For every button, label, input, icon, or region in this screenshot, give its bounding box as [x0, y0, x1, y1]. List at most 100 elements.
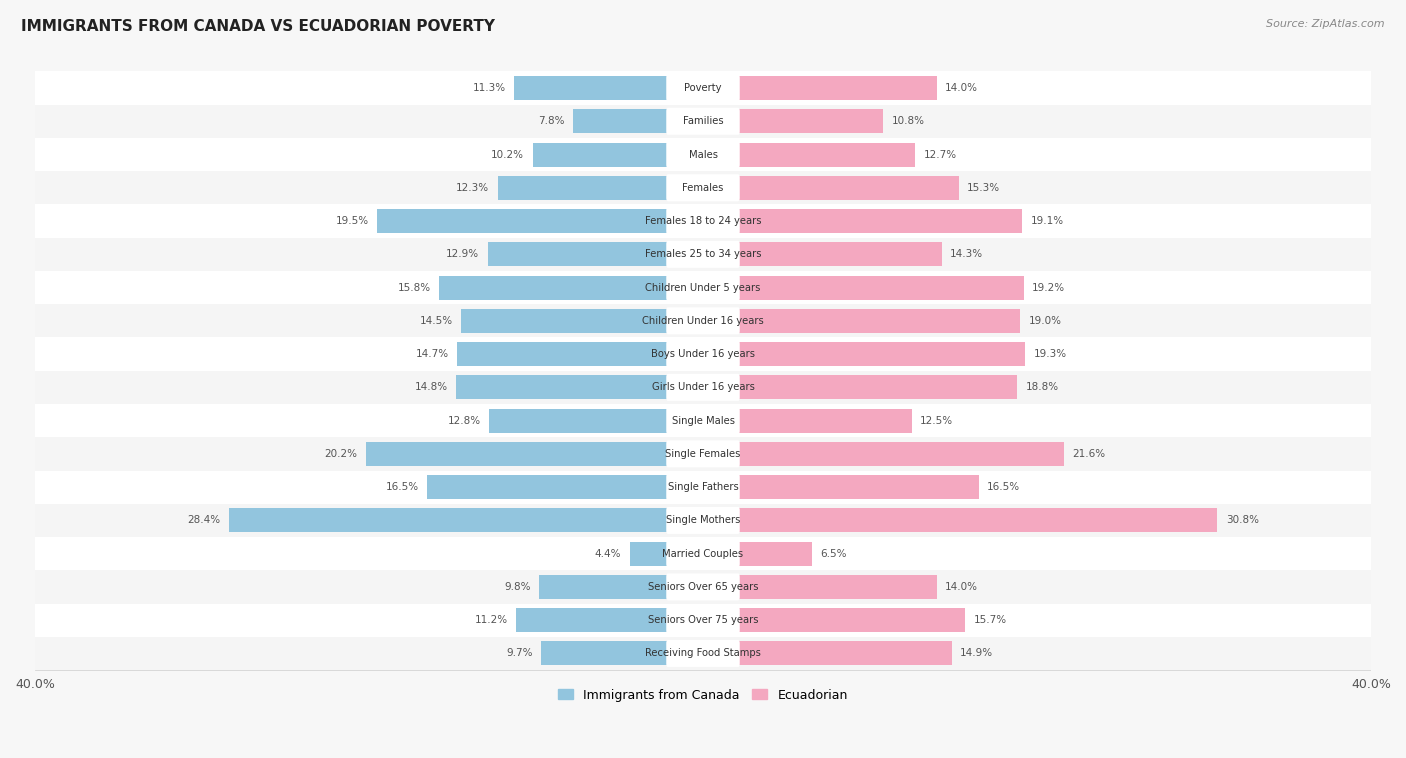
FancyBboxPatch shape [666, 374, 740, 401]
Bar [703, 276, 1024, 299]
Bar [35, 404, 1371, 437]
Text: 19.5%: 19.5% [336, 216, 368, 226]
Bar [703, 542, 811, 565]
Bar [35, 271, 1371, 304]
Text: Receiving Food Stamps: Receiving Food Stamps [645, 648, 761, 659]
Text: Single Females: Single Females [665, 449, 741, 459]
Text: Single Males: Single Males [672, 415, 734, 426]
FancyBboxPatch shape [666, 174, 740, 202]
Text: 28.4%: 28.4% [187, 515, 221, 525]
Bar [540, 575, 703, 599]
Text: 12.9%: 12.9% [446, 249, 479, 259]
Bar [703, 608, 965, 632]
Text: 14.5%: 14.5% [419, 316, 453, 326]
Text: Families: Families [683, 116, 723, 127]
FancyBboxPatch shape [666, 640, 740, 667]
Text: 9.7%: 9.7% [506, 648, 533, 659]
FancyBboxPatch shape [666, 108, 740, 135]
FancyBboxPatch shape [666, 606, 740, 634]
Bar [439, 276, 703, 299]
Text: 4.4%: 4.4% [595, 549, 621, 559]
Text: 12.3%: 12.3% [456, 183, 489, 193]
Bar [229, 509, 703, 532]
Bar [703, 509, 1218, 532]
FancyBboxPatch shape [666, 507, 740, 534]
Text: 12.5%: 12.5% [920, 415, 953, 426]
Text: 9.8%: 9.8% [505, 582, 531, 592]
Text: Single Mothers: Single Mothers [666, 515, 740, 525]
Bar [35, 171, 1371, 205]
Bar [35, 570, 1371, 603]
Bar [703, 243, 942, 266]
Bar [515, 76, 703, 100]
Bar [703, 209, 1022, 233]
Bar [703, 109, 883, 133]
Bar [35, 205, 1371, 238]
Text: 10.2%: 10.2% [491, 149, 524, 159]
Text: 10.8%: 10.8% [891, 116, 925, 127]
FancyBboxPatch shape [666, 407, 740, 434]
Bar [35, 337, 1371, 371]
Bar [366, 442, 703, 466]
Bar [489, 409, 703, 433]
Text: 30.8%: 30.8% [1226, 515, 1258, 525]
Bar [703, 143, 915, 167]
Bar [377, 209, 703, 233]
Bar [533, 143, 703, 167]
Text: 19.1%: 19.1% [1031, 216, 1063, 226]
Text: 14.0%: 14.0% [945, 582, 979, 592]
Bar [35, 471, 1371, 504]
Bar [427, 475, 703, 499]
Bar [35, 304, 1371, 337]
Bar [35, 138, 1371, 171]
Text: Females 25 to 34 years: Females 25 to 34 years [645, 249, 761, 259]
Bar [703, 442, 1064, 466]
Text: 20.2%: 20.2% [325, 449, 357, 459]
FancyBboxPatch shape [666, 307, 740, 334]
Bar [35, 637, 1371, 670]
Text: Children Under 5 years: Children Under 5 years [645, 283, 761, 293]
Text: Seniors Over 75 years: Seniors Over 75 years [648, 615, 758, 625]
Bar [35, 504, 1371, 537]
Bar [703, 375, 1017, 399]
Bar [703, 575, 936, 599]
Bar [35, 371, 1371, 404]
Text: 14.0%: 14.0% [945, 83, 979, 93]
Text: Married Couples: Married Couples [662, 549, 744, 559]
FancyBboxPatch shape [666, 208, 740, 234]
Bar [572, 109, 703, 133]
Text: 19.0%: 19.0% [1029, 316, 1062, 326]
Bar [703, 76, 936, 100]
Bar [456, 375, 703, 399]
Bar [461, 309, 703, 333]
Bar [35, 105, 1371, 138]
Text: Females 18 to 24 years: Females 18 to 24 years [645, 216, 761, 226]
Text: 19.3%: 19.3% [1033, 349, 1067, 359]
Text: 15.7%: 15.7% [973, 615, 1007, 625]
Text: 12.7%: 12.7% [924, 149, 956, 159]
Text: 6.5%: 6.5% [820, 549, 846, 559]
Bar [703, 176, 959, 200]
Bar [457, 342, 703, 366]
Text: Seniors Over 65 years: Seniors Over 65 years [648, 582, 758, 592]
Text: 21.6%: 21.6% [1073, 449, 1105, 459]
Bar [35, 71, 1371, 105]
Bar [703, 309, 1021, 333]
Text: Children Under 16 years: Children Under 16 years [643, 316, 763, 326]
Text: Single Fathers: Single Fathers [668, 482, 738, 492]
Text: IMMIGRANTS FROM CANADA VS ECUADORIAN POVERTY: IMMIGRANTS FROM CANADA VS ECUADORIAN POV… [21, 19, 495, 34]
FancyBboxPatch shape [666, 474, 740, 500]
FancyBboxPatch shape [666, 141, 740, 168]
Text: 18.8%: 18.8% [1025, 382, 1059, 393]
Bar [630, 542, 703, 565]
FancyBboxPatch shape [666, 540, 740, 567]
Text: 14.8%: 14.8% [415, 382, 447, 393]
Text: 19.2%: 19.2% [1032, 283, 1066, 293]
Bar [35, 603, 1371, 637]
Bar [703, 342, 1025, 366]
Text: Source: ZipAtlas.com: Source: ZipAtlas.com [1267, 19, 1385, 29]
FancyBboxPatch shape [666, 241, 740, 268]
Bar [35, 437, 1371, 471]
Text: 7.8%: 7.8% [538, 116, 564, 127]
Bar [516, 608, 703, 632]
